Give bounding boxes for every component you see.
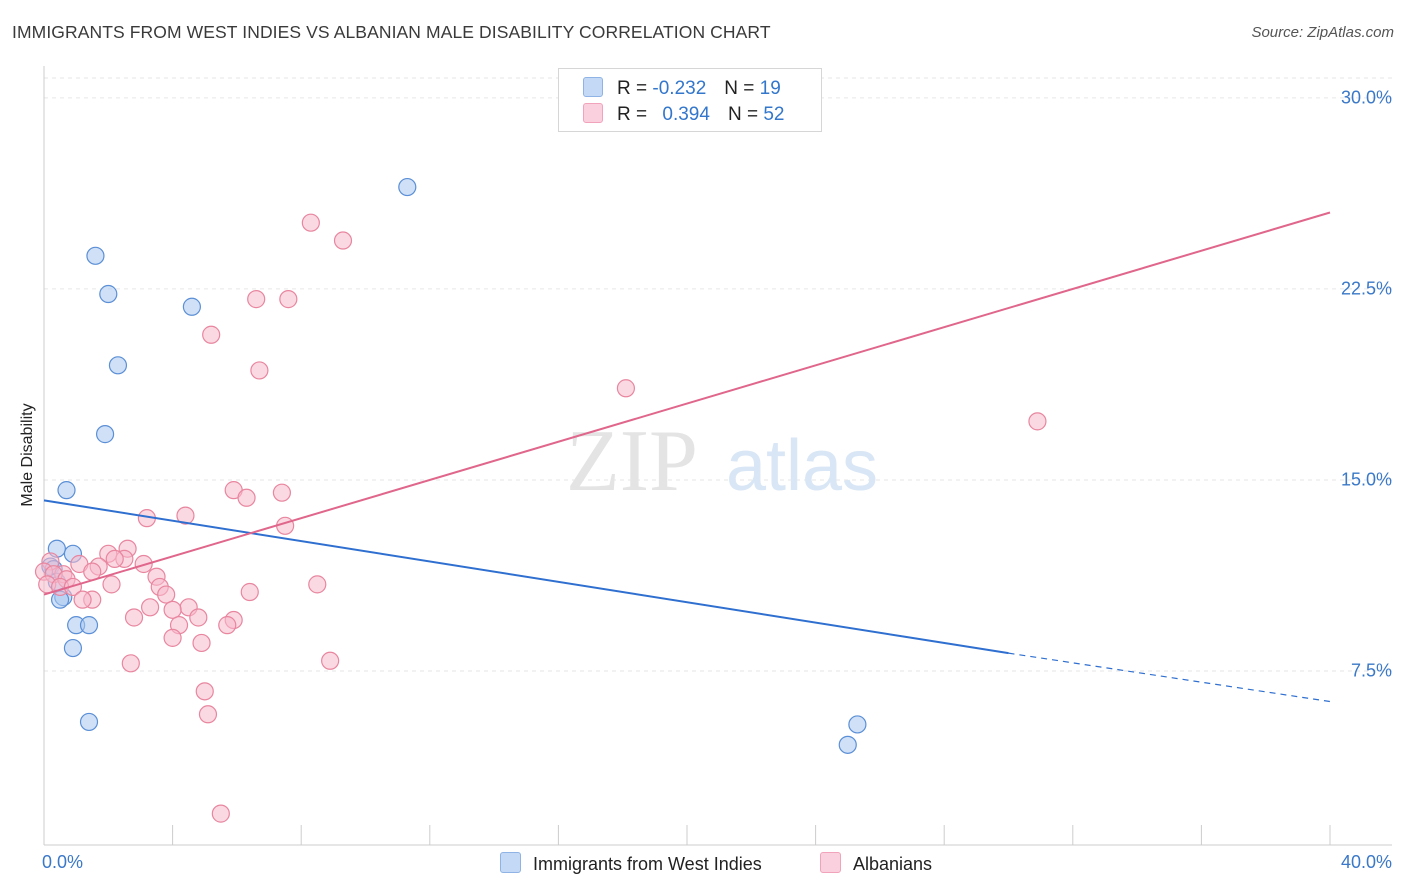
data-point bbox=[398, 177, 417, 197]
legend-swatch-albanians bbox=[820, 852, 841, 873]
data-point bbox=[176, 506, 195, 525]
grid-lines bbox=[44, 77, 1392, 672]
data-point bbox=[237, 488, 256, 507]
n-value: 19 bbox=[759, 78, 781, 99]
legend-swatch-west-indies bbox=[583, 77, 603, 97]
data-point bbox=[189, 608, 208, 627]
y-tick-label-7-5: 7.5% bbox=[1350, 660, 1392, 681]
data-point bbox=[99, 284, 118, 304]
correlation-legend: R = -0.232 N = 19 R = 0.394 N = 52 bbox=[558, 68, 822, 132]
data-point bbox=[192, 633, 211, 653]
source-credit: Source: ZipAtlas.com bbox=[1251, 24, 1394, 41]
data-point bbox=[102, 575, 121, 594]
data-point bbox=[95, 425, 115, 444]
r-value: -0.232 bbox=[652, 78, 707, 99]
trend-lines bbox=[43, 211, 1331, 703]
data-point bbox=[202, 325, 221, 344]
data-point bbox=[124, 608, 144, 627]
r-label: R = bbox=[617, 104, 648, 125]
data-point bbox=[121, 654, 140, 673]
data-point bbox=[272, 483, 292, 502]
data-point bbox=[333, 231, 353, 250]
legend-item-albanians: Albanians bbox=[820, 852, 932, 876]
x-tick-label-max: 40.0% bbox=[1340, 852, 1392, 872]
n-value: 52 bbox=[763, 104, 785, 125]
data-point bbox=[182, 297, 201, 316]
x-tick-label-min: 0.0% bbox=[42, 852, 84, 872]
data-point bbox=[195, 682, 214, 701]
data-point bbox=[250, 361, 269, 380]
data-point bbox=[163, 628, 182, 647]
y-tick-label-30: 30.0% bbox=[1340, 87, 1392, 108]
data-point bbox=[157, 585, 176, 604]
data-point bbox=[108, 356, 128, 375]
data-point bbox=[79, 712, 99, 732]
data-point bbox=[79, 616, 99, 635]
legend-label-albanians: Albanians bbox=[853, 854, 933, 874]
trend-line-albanians bbox=[43, 211, 1331, 596]
data-points bbox=[34, 177, 1047, 823]
legend-swatch-west-indies bbox=[500, 852, 521, 873]
data-point bbox=[308, 575, 327, 594]
r-label: R = bbox=[617, 78, 648, 99]
data-point bbox=[211, 804, 230, 823]
trend-line-west-indies bbox=[43, 499, 1009, 655]
y-tick-label-22-5: 22.5% bbox=[1340, 278, 1392, 299]
data-point bbox=[198, 705, 218, 724]
data-point bbox=[321, 651, 340, 670]
legend-item-west-indies: Immigrants from West Indies bbox=[500, 852, 762, 876]
legend-row-west-indies: R = -0.232 N = 19 bbox=[583, 77, 781, 101]
y-tick-label-15: 15.0% bbox=[1340, 469, 1392, 490]
data-point bbox=[63, 638, 83, 658]
legend-label-west-indies: Immigrants from West Indies bbox=[533, 854, 762, 874]
watermark-atlas: atlas bbox=[726, 426, 878, 506]
watermark: ZIP atlas bbox=[566, 413, 878, 510]
r-value: 0.394 bbox=[662, 104, 710, 125]
data-point bbox=[301, 213, 320, 232]
legend-row-albanians: R = 0.394 N = 52 bbox=[583, 103, 784, 127]
data-point bbox=[73, 590, 92, 609]
data-point bbox=[57, 481, 76, 500]
watermark-zip: ZIP bbox=[566, 413, 698, 510]
data-point bbox=[86, 246, 105, 265]
n-label: N = bbox=[724, 78, 755, 99]
legend-swatch-albanians bbox=[583, 103, 603, 123]
data-point bbox=[140, 598, 160, 617]
data-point bbox=[1028, 412, 1047, 431]
data-point bbox=[838, 735, 857, 754]
data-point bbox=[276, 516, 295, 535]
data-point bbox=[218, 616, 237, 635]
data-point bbox=[848, 715, 867, 734]
data-point bbox=[279, 290, 298, 309]
trend-extension-west-indies bbox=[1008, 652, 1331, 703]
data-point bbox=[616, 379, 636, 398]
data-point bbox=[247, 290, 266, 309]
data-point bbox=[240, 582, 259, 602]
axes bbox=[43, 66, 1392, 846]
n-label: N = bbox=[727, 104, 759, 125]
chart-title: IMMIGRANTS FROM WEST INDIES VS ALBANIAN … bbox=[12, 22, 771, 42]
data-point bbox=[105, 549, 124, 569]
data-point bbox=[163, 600, 182, 619]
